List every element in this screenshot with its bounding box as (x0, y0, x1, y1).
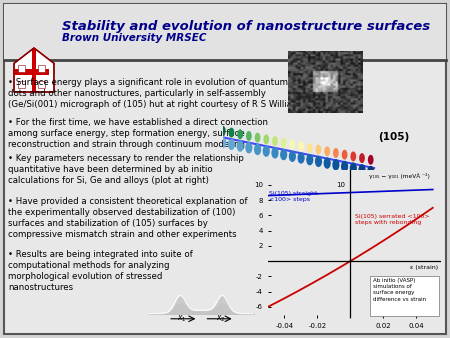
Circle shape (246, 143, 252, 153)
Text: 10: 10 (337, 182, 346, 188)
Text: • Surface energy plays a significant role in evolution of quantum
dots and other: • Surface energy plays a significant rol… (8, 78, 325, 110)
Circle shape (281, 138, 287, 148)
Circle shape (315, 145, 321, 154)
Text: • Results are being integrated into suite of
computational methods for analyzing: • Results are being integrated into suit… (8, 250, 193, 292)
Text: Si(105) straight
<100> steps: Si(105) straight <100> steps (270, 191, 318, 202)
Text: (105): (105) (378, 132, 409, 142)
Circle shape (237, 129, 243, 139)
Circle shape (307, 143, 313, 153)
Bar (18, 81, 25, 89)
Circle shape (281, 150, 287, 160)
Circle shape (368, 155, 374, 165)
Circle shape (246, 131, 252, 141)
Text: Stability and evolution of nanostructure surfaces: Stability and evolution of nanostructure… (62, 20, 430, 33)
Text: • For the first time, we have established a direct connection
among surface ener: • For the first time, we have establishe… (8, 118, 268, 149)
Circle shape (220, 126, 225, 136)
Circle shape (315, 156, 321, 166)
Text: Ab initio (VASP)
simulations of
surface energy
difference vs strain: Ab initio (VASP) simulations of surface … (374, 278, 427, 301)
Circle shape (289, 140, 295, 149)
Circle shape (351, 163, 356, 173)
Bar (38, 65, 45, 72)
Circle shape (255, 144, 261, 154)
Bar (38, 81, 45, 89)
Circle shape (272, 136, 278, 146)
Circle shape (237, 141, 243, 151)
Circle shape (342, 150, 347, 160)
Circle shape (298, 141, 304, 151)
Circle shape (289, 151, 295, 161)
Text: γ₁₀₅ − γ₀₀₁ (meVÅ ⁻²): γ₁₀₅ − γ₀₀₁ (meVÅ ⁻²) (369, 173, 429, 179)
Circle shape (272, 148, 278, 158)
Circle shape (359, 165, 365, 175)
Text: • Have provided a consistent theoretical explanation of
the experimentally obser: • Have provided a consistent theoretical… (8, 197, 248, 239)
Bar (14, 69, 49, 75)
Text: $x_1$: $x_1$ (177, 313, 187, 324)
Circle shape (351, 151, 356, 161)
Bar (18, 65, 25, 72)
Circle shape (324, 146, 330, 156)
Circle shape (229, 139, 234, 149)
Circle shape (342, 162, 347, 171)
Circle shape (324, 158, 330, 168)
Circle shape (298, 153, 304, 163)
Circle shape (229, 127, 234, 138)
Text: ε (strain): ε (strain) (410, 265, 438, 270)
Circle shape (333, 160, 339, 170)
Bar (32, 48, 36, 92)
Circle shape (255, 133, 261, 143)
Text: Brown University MRSEC: Brown University MRSEC (62, 33, 207, 43)
Circle shape (220, 138, 225, 148)
Bar (370, 276, 439, 316)
Text: • Key parameters necessary to render the relationship
quantitative have been det: • Key parameters necessary to render the… (8, 154, 244, 185)
Circle shape (333, 148, 339, 158)
Circle shape (307, 155, 313, 165)
Bar (4, 4, 446, 60)
Circle shape (263, 146, 269, 156)
Circle shape (368, 167, 374, 176)
Text: Si(105) serrated <100>
steps with rebonding: Si(105) serrated <100> steps with rebond… (355, 214, 430, 225)
Polygon shape (14, 48, 54, 92)
Circle shape (263, 135, 269, 144)
Circle shape (359, 153, 365, 163)
Text: $x_2$: $x_2$ (216, 313, 226, 324)
